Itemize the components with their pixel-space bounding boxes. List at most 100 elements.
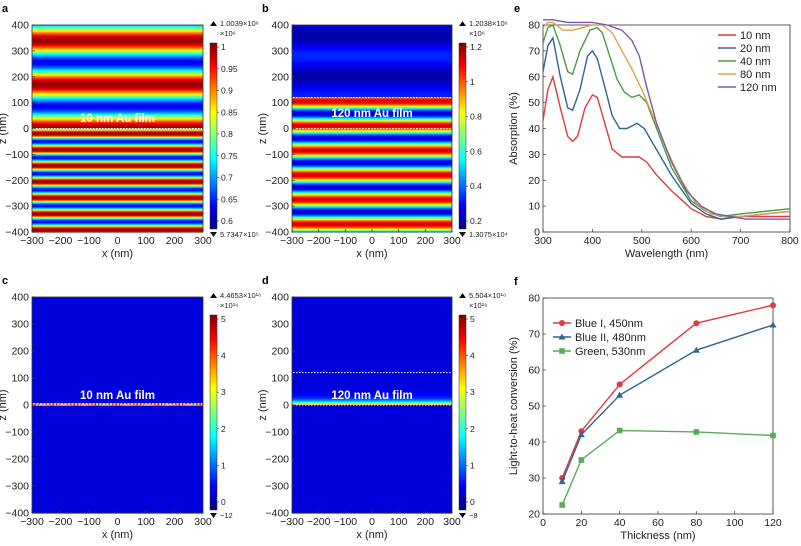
field-stripe — [32, 26, 203, 29]
field-stripe — [32, 116, 203, 118]
field-stripe — [32, 350, 203, 352]
field-stripe — [32, 374, 203, 377]
field-stripe — [32, 44, 203, 47]
field-stripe — [32, 299, 203, 302]
field-stripe — [32, 96, 203, 99]
field-stripe — [32, 73, 203, 76]
field-stripe — [32, 399, 203, 401]
field-stripe — [292, 307, 452, 310]
series-line — [542, 74, 790, 220]
field-stripe — [32, 452, 203, 454]
field-stripe — [32, 184, 203, 186]
field-stripe — [292, 439, 452, 441]
field-stripe — [292, 379, 452, 382]
field-stripe — [32, 117, 203, 119]
field-stripe — [292, 86, 452, 88]
field-stripe — [292, 484, 452, 487]
field-stripe — [292, 115, 452, 117]
z-tick-label: −400 — [265, 508, 289, 520]
field-stripe — [32, 437, 203, 439]
field-stripe — [32, 119, 203, 121]
y-tick-label: 80 — [528, 293, 540, 305]
field-stripe — [32, 56, 203, 58]
field-stripe — [292, 335, 452, 337]
field-stripe — [292, 419, 452, 422]
field-stripe — [292, 483, 452, 486]
field-stripe — [32, 476, 203, 479]
field-stripe — [292, 206, 452, 209]
field-stripe — [32, 188, 203, 191]
field-stripe — [292, 159, 452, 162]
field-stripe — [32, 469, 203, 472]
field-stripe — [32, 178, 203, 180]
field-stripe — [32, 338, 203, 340]
field-stripe — [292, 167, 452, 169]
field-stripe — [292, 464, 452, 467]
field-stripe — [32, 449, 203, 451]
field-stripe — [32, 152, 203, 154]
field-stripe — [32, 297, 203, 300]
field-stripe — [292, 416, 452, 419]
x-tick-label: 200 — [166, 235, 184, 247]
field-stripe — [32, 484, 203, 487]
field-stripe — [32, 355, 203, 358]
field-stripe — [292, 411, 452, 414]
field-stripe — [292, 369, 452, 372]
field-stripe — [292, 113, 452, 115]
field-stripe — [32, 88, 203, 90]
field-stripe — [32, 120, 203, 123]
field-stripe — [32, 129, 203, 131]
field-stripe — [32, 110, 203, 113]
field-stripe — [32, 81, 203, 83]
field-stripe — [32, 49, 203, 51]
field-stripe — [32, 162, 203, 164]
field-stripe — [292, 492, 452, 494]
field-stripe — [32, 334, 203, 336]
field-stripe — [292, 46, 452, 49]
field-stripe — [292, 503, 452, 505]
x-axis-label: x (nm) — [102, 248, 133, 260]
field-stripe — [292, 310, 452, 313]
data-point — [577, 431, 585, 438]
field-stripe — [292, 217, 452, 220]
field-stripe — [32, 174, 203, 177]
field-stripe — [292, 58, 452, 61]
field-stripe — [32, 451, 203, 453]
z-axis-label: z (nm) — [257, 389, 269, 420]
field-stripe — [32, 322, 203, 325]
z-tick-label: −200 — [265, 175, 289, 187]
field-stripe — [32, 215, 203, 217]
z-tick-label: −400 — [265, 227, 289, 239]
field-stripe — [292, 391, 452, 393]
field-stripe — [32, 323, 203, 326]
field-stripe — [292, 359, 452, 362]
x-tick-label: −100 — [77, 516, 101, 528]
field-stripe — [32, 316, 203, 319]
field-stripe — [292, 409, 452, 412]
field-stripe — [292, 488, 452, 491]
field-stripe — [32, 105, 203, 108]
field-stripe — [292, 135, 452, 137]
field-stripe — [32, 122, 203, 125]
z-tick-label: 300 — [11, 45, 29, 57]
field-stripe — [32, 372, 203, 375]
field-stripe — [292, 170, 452, 173]
field-stripe — [292, 81, 452, 83]
field-stripe — [292, 367, 452, 370]
field-stripe — [32, 425, 203, 428]
field-stripe — [292, 136, 452, 139]
field-stripe — [292, 77, 452, 80]
field-stripe — [292, 216, 452, 218]
field-stripe — [292, 41, 452, 43]
x-tick-label: −200 — [49, 516, 73, 528]
field-stripe — [292, 180, 452, 182]
field-stripe — [32, 477, 203, 480]
colorbar-exponent: ×10¹⁶ — [220, 301, 238, 310]
field-stripe — [32, 68, 203, 70]
x-tick-label: 0 — [115, 235, 121, 247]
field-stripe — [32, 185, 203, 188]
field-stripe — [32, 387, 203, 389]
x-tick-label: 300 — [443, 516, 461, 528]
field-stripe — [32, 193, 203, 195]
x-tick-label: 300 — [194, 235, 212, 247]
